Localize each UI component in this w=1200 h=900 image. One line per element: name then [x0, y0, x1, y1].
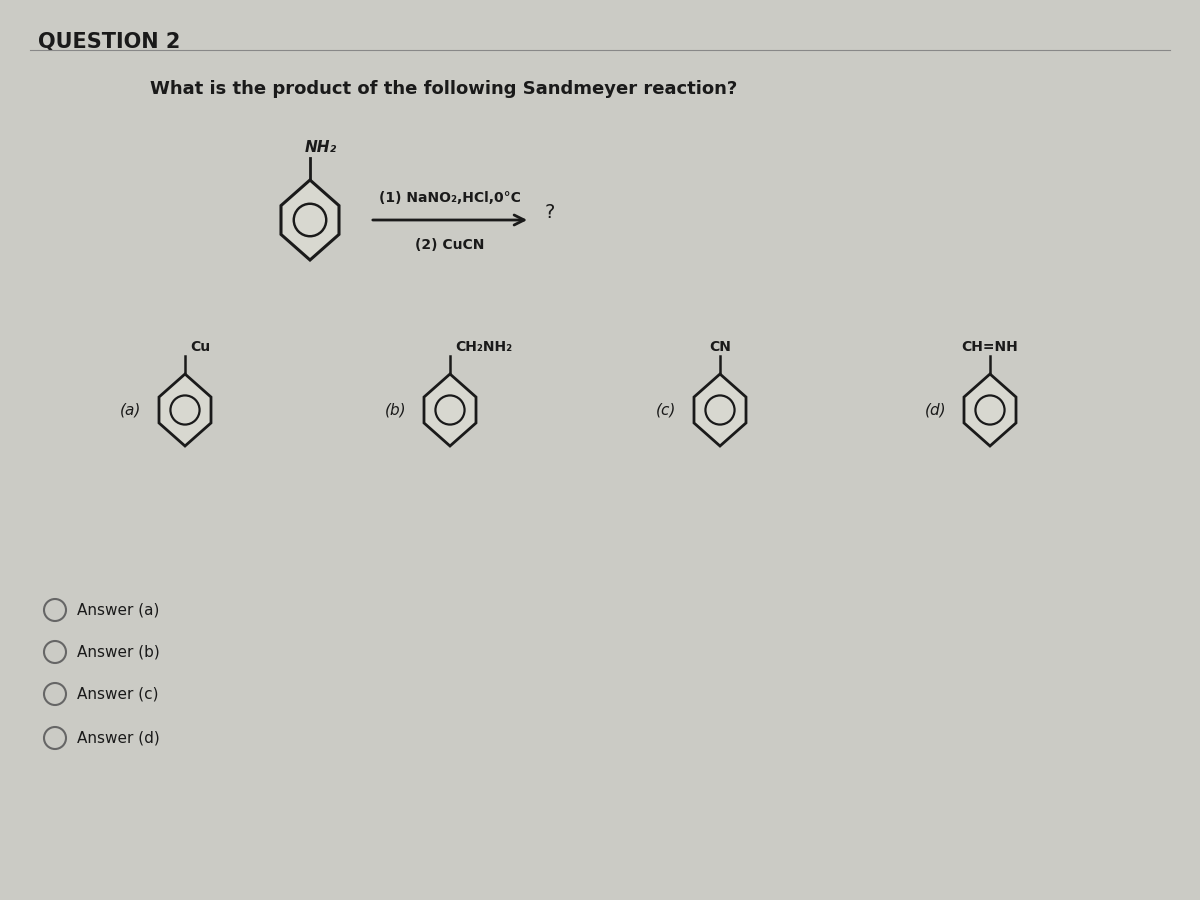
- Text: NH₂: NH₂: [305, 140, 337, 155]
- Polygon shape: [158, 374, 211, 446]
- Polygon shape: [964, 374, 1016, 446]
- Text: (d): (d): [924, 402, 946, 418]
- Text: Answer (d): Answer (d): [77, 731, 160, 745]
- Polygon shape: [281, 180, 340, 260]
- Polygon shape: [424, 374, 476, 446]
- Text: Answer (c): Answer (c): [77, 687, 158, 701]
- Text: (2) CuCN: (2) CuCN: [415, 238, 485, 252]
- Text: ?: ?: [545, 202, 556, 221]
- Text: CH₂NH₂: CH₂NH₂: [455, 340, 512, 354]
- Text: QUESTION 2: QUESTION 2: [38, 32, 180, 52]
- Text: Answer (b): Answer (b): [77, 644, 160, 660]
- Text: Cu: Cu: [190, 340, 210, 354]
- Text: What is the product of the following Sandmeyer reaction?: What is the product of the following San…: [150, 80, 737, 98]
- Polygon shape: [694, 374, 746, 446]
- Text: Answer (a): Answer (a): [77, 602, 160, 617]
- Text: CH=NH: CH=NH: [961, 340, 1019, 354]
- Text: CN: CN: [709, 340, 731, 354]
- Text: (1) NaNO₂,HCl,0°C: (1) NaNO₂,HCl,0°C: [379, 191, 521, 205]
- Text: (a): (a): [120, 402, 142, 418]
- Text: (c): (c): [655, 402, 676, 418]
- Text: (b): (b): [384, 402, 406, 418]
